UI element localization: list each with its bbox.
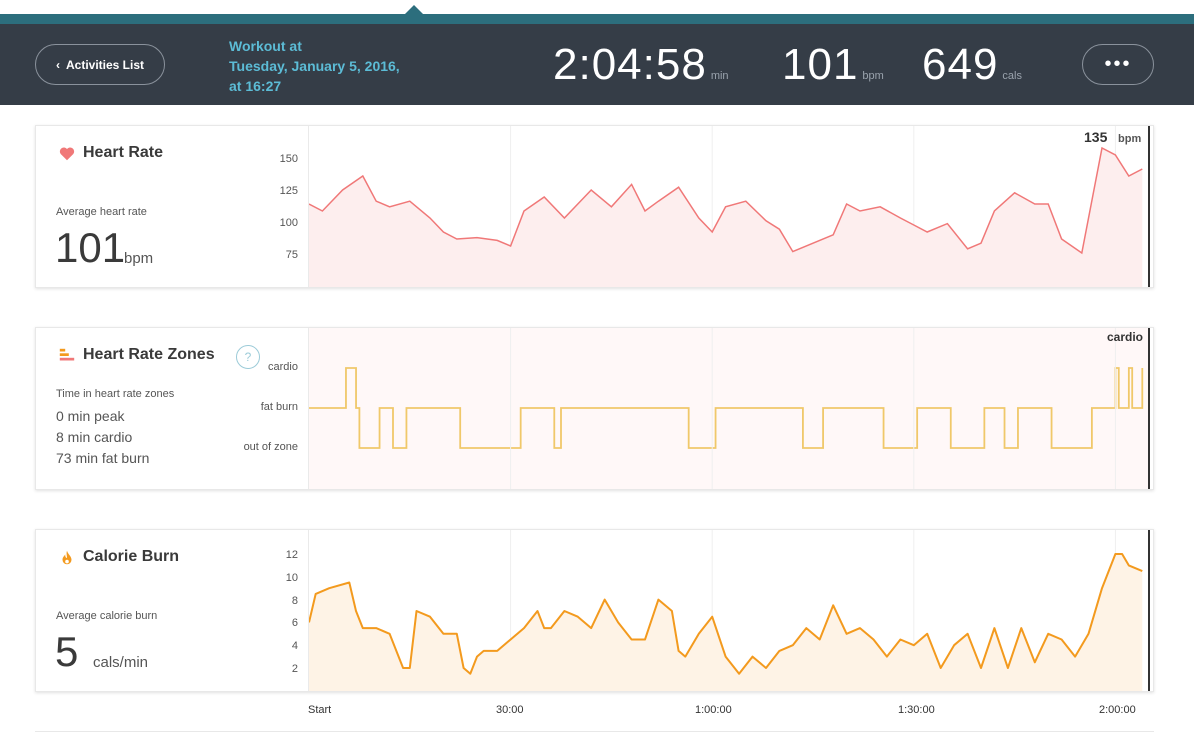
chevron-left-icon: ‹ (55, 57, 60, 72)
heart-rate-zones-card: Heart Rate Zones ? Time in heart rate zo… (35, 327, 1154, 490)
zone-ylabel: cardio (268, 361, 298, 373)
current-bpm-unit: bpm (1118, 133, 1141, 145)
calorie-title: Calorie Burn (83, 548, 180, 565)
xaxis-label: 1:00:00 (695, 704, 732, 716)
cardio-minutes: 8 min cardio (56, 429, 133, 445)
heart-icon (59, 147, 75, 161)
zone-ylabel: fat burn (260, 401, 298, 413)
xaxis-label: 1:30:00 (898, 704, 935, 716)
hr-ytick: 100 (279, 217, 298, 229)
xaxis-label: 2:00:00 (1099, 704, 1136, 716)
current-bpm-value: 135 (1084, 129, 1108, 145)
current-zone-label: cardio (1107, 330, 1143, 344)
cal-ytick: 8 (291, 595, 298, 607)
duration-stat: 2:04:58 min (553, 40, 729, 89)
hr-area (309, 148, 1143, 287)
cal-ytick: 10 (285, 572, 298, 584)
cal-ytick: 4 (291, 640, 298, 652)
hr-ytick: 75 (285, 249, 298, 261)
zones-title: Heart Rate Zones (83, 346, 215, 363)
average-calorie-label: Average calorie burn (56, 610, 158, 622)
heart-rate-chart[interactable]: 135 bpm (308, 126, 1154, 287)
average-heart-rate-unit: bpm (124, 250, 154, 267)
calorie-burn-card: Calorie Burn Average calorie burn 5 cals… (35, 529, 1154, 692)
hr-ytick: 150 (279, 153, 298, 165)
calorie-series-line (309, 553, 1143, 675)
cal-ytick: 12 (285, 549, 298, 561)
zone-ylabel: out of zone (243, 441, 298, 453)
notch-indicator (404, 5, 424, 15)
average-calorie-value: 5 (55, 628, 79, 675)
bpm-stat: 101 bpm (782, 40, 884, 89)
workout-title: Workout at Tuesday, January 5, 2016, at … (229, 38, 400, 94)
flame-icon (62, 550, 72, 565)
ellipsis-icon: ••• (1104, 53, 1132, 75)
more-options-button[interactable]: ••• (1082, 44, 1154, 85)
zones-bars-icon (59, 348, 75, 361)
activities-list-button[interactable]: ‹ Activities List (35, 44, 165, 85)
hr-series-line (309, 146, 1143, 255)
heart-rate-card: Heart Rate Average heart rate 101 bpm 15… (35, 125, 1154, 288)
zones-series-line (309, 367, 1144, 449)
average-calorie-unit: cals/min (93, 654, 149, 671)
header-bar (0, 24, 1194, 105)
calorie-area (309, 554, 1143, 691)
cal-ytick: 6 (291, 617, 298, 629)
calorie-chart[interactable] (308, 530, 1154, 691)
fatburn-minutes: 73 min fat burn (56, 450, 150, 466)
hr-ytick: 125 (279, 185, 298, 197)
zones-sub-label: Time in heart rate zones (56, 388, 175, 400)
average-heart-rate-label: Average heart rate (56, 206, 147, 218)
teal-strip (0, 14, 1194, 24)
bottom-divider (35, 731, 1154, 732)
top-bar: ‹ Activities List Workout at Tuesday, Ja… (0, 0, 1194, 105)
calories-stat: 649 cals (922, 40, 1022, 89)
help-icon[interactable]: ? (236, 345, 260, 369)
peak-minutes: 0 min peak (56, 408, 125, 424)
activities-list-label: Activities List (65, 57, 145, 72)
xaxis-label: Start (308, 704, 332, 716)
cal-ytick: 2 (291, 663, 298, 675)
xaxis-label: 30:00 (496, 704, 524, 716)
average-heart-rate-value: 101 (55, 224, 126, 271)
zones-chart[interactable]: cardio (308, 328, 1154, 489)
heart-rate-title: Heart Rate (83, 144, 164, 161)
